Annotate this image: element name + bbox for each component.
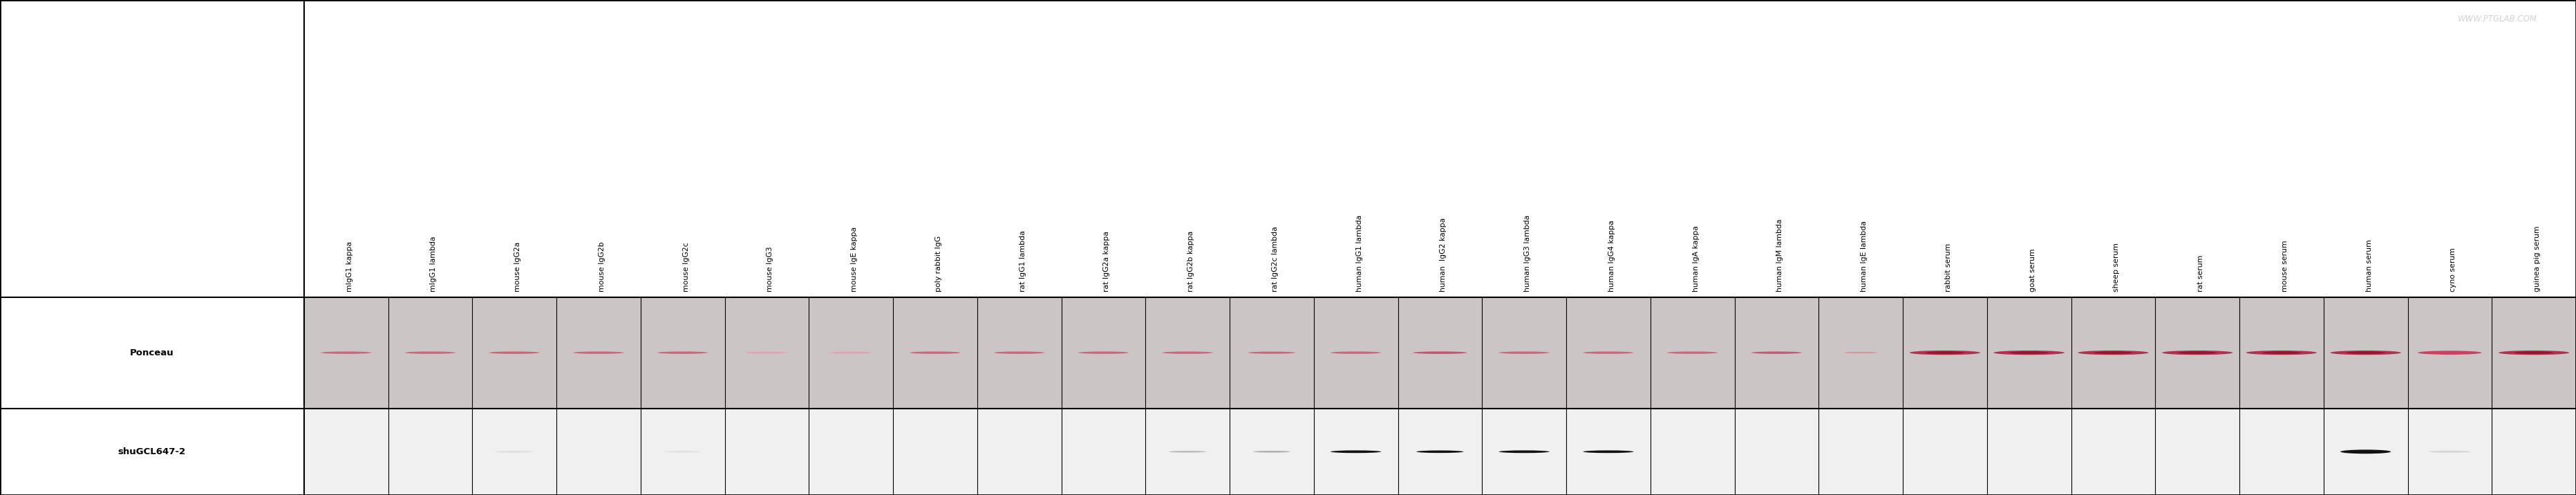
- Ellipse shape: [404, 351, 456, 354]
- Ellipse shape: [2079, 350, 2148, 355]
- Ellipse shape: [1499, 450, 1548, 453]
- Text: rat IgG2b kappa: rat IgG2b kappa: [1188, 231, 1195, 292]
- Text: human IgA kappa: human IgA kappa: [1692, 226, 1700, 292]
- Ellipse shape: [1844, 352, 1878, 353]
- Text: mIgG1 lambda: mIgG1 lambda: [430, 237, 438, 292]
- Text: shuGCL647-2: shuGCL647-2: [118, 447, 185, 456]
- Ellipse shape: [2514, 351, 2553, 354]
- Text: mouse IgG3: mouse IgG3: [768, 247, 773, 292]
- Ellipse shape: [2177, 351, 2218, 354]
- Text: poly rabbit IgG: poly rabbit IgG: [935, 236, 943, 292]
- Text: human IgE lambda: human IgE lambda: [1860, 221, 1868, 292]
- Text: rat serum: rat serum: [2197, 255, 2205, 292]
- Ellipse shape: [2009, 351, 2048, 354]
- Bar: [304, 408, 2576, 495]
- Text: human IgM lambda: human IgM lambda: [1777, 219, 1783, 292]
- Ellipse shape: [994, 351, 1043, 354]
- Ellipse shape: [495, 451, 533, 452]
- Ellipse shape: [489, 351, 538, 354]
- Ellipse shape: [2094, 351, 2133, 354]
- Ellipse shape: [1417, 450, 1463, 453]
- Ellipse shape: [665, 451, 701, 452]
- Ellipse shape: [1667, 351, 1718, 354]
- Ellipse shape: [1909, 350, 1981, 355]
- Ellipse shape: [2342, 449, 2391, 454]
- Ellipse shape: [1252, 451, 1291, 452]
- Text: human serum: human serum: [2365, 240, 2372, 292]
- Ellipse shape: [1752, 351, 1801, 354]
- Ellipse shape: [2246, 350, 2316, 355]
- Text: mouse IgG2b: mouse IgG2b: [598, 242, 605, 292]
- Ellipse shape: [2331, 350, 2401, 355]
- Ellipse shape: [574, 351, 623, 354]
- Ellipse shape: [1584, 450, 1633, 453]
- Ellipse shape: [2347, 351, 2385, 354]
- Text: mouse IgE kappa: mouse IgE kappa: [850, 227, 858, 292]
- Ellipse shape: [657, 351, 708, 354]
- Text: human  IgG2 kappa: human IgG2 kappa: [1440, 218, 1448, 292]
- Text: mouse IgG2c: mouse IgG2c: [683, 243, 690, 292]
- Ellipse shape: [1162, 351, 1213, 354]
- Ellipse shape: [2161, 350, 2233, 355]
- Ellipse shape: [747, 351, 788, 354]
- Text: rat IgG2a kappa: rat IgG2a kappa: [1103, 231, 1110, 292]
- Text: Ponceau: Ponceau: [129, 348, 175, 357]
- Ellipse shape: [1994, 350, 2063, 355]
- Text: human IgG3 lambda: human IgG3 lambda: [1525, 215, 1530, 292]
- Text: guinea pig serum: guinea pig serum: [2535, 226, 2540, 292]
- Text: rat IgG1 lambda: rat IgG1 lambda: [1020, 231, 1025, 292]
- Text: rat IgG2c lambda: rat IgG2c lambda: [1273, 227, 1278, 292]
- Ellipse shape: [829, 351, 873, 354]
- Ellipse shape: [2262, 351, 2300, 354]
- Ellipse shape: [1249, 351, 1296, 354]
- Text: mouse IgG2a: mouse IgG2a: [515, 242, 520, 292]
- Ellipse shape: [1332, 351, 1381, 354]
- Text: goat serum: goat serum: [2030, 249, 2035, 292]
- Ellipse shape: [1079, 351, 1128, 354]
- Ellipse shape: [1584, 351, 1633, 354]
- Ellipse shape: [1499, 351, 1548, 354]
- Text: human IgG1 lambda: human IgG1 lambda: [1355, 215, 1363, 292]
- Text: sheep serum: sheep serum: [2112, 243, 2120, 292]
- Bar: [304, 297, 2576, 408]
- Text: human IgG4 kappa: human IgG4 kappa: [1607, 220, 1615, 292]
- Text: mIgG1 kappa: mIgG1 kappa: [345, 242, 353, 292]
- Text: WWW.PTGLAB.COM: WWW.PTGLAB.COM: [2458, 15, 2537, 24]
- Ellipse shape: [2499, 350, 2568, 355]
- Ellipse shape: [322, 351, 371, 354]
- Text: rabbit serum: rabbit serum: [1945, 244, 1953, 292]
- Ellipse shape: [2419, 351, 2481, 354]
- Text: mouse serum: mouse serum: [2282, 241, 2287, 292]
- Ellipse shape: [1924, 351, 1965, 354]
- Ellipse shape: [1332, 450, 1381, 453]
- Ellipse shape: [2429, 450, 2470, 453]
- Ellipse shape: [1414, 351, 1466, 354]
- Ellipse shape: [1170, 451, 1206, 452]
- Ellipse shape: [909, 351, 961, 354]
- Text: cyno serum: cyno serum: [2450, 248, 2458, 292]
